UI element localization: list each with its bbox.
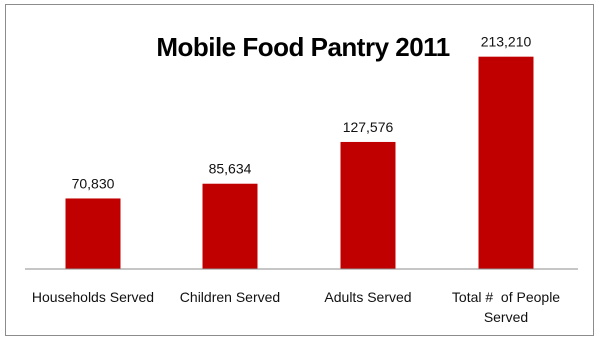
bar	[202, 183, 258, 269]
data-label: 127,576	[343, 119, 394, 135]
bar	[478, 56, 534, 269]
bar	[65, 198, 121, 269]
chart-title: Mobile Food Pantry 2011	[156, 32, 449, 62]
category-label: Total # of People	[452, 289, 560, 305]
data-label: 85,634	[209, 161, 252, 177]
category-label: Households Served	[32, 289, 154, 305]
category-label: Children Served	[180, 289, 280, 305]
category-label: Served	[484, 309, 528, 325]
bar	[340, 141, 396, 269]
category-label: Adults Served	[324, 289, 411, 305]
data-label: 213,210	[481, 34, 532, 50]
data-label: 70,830	[72, 175, 115, 191]
